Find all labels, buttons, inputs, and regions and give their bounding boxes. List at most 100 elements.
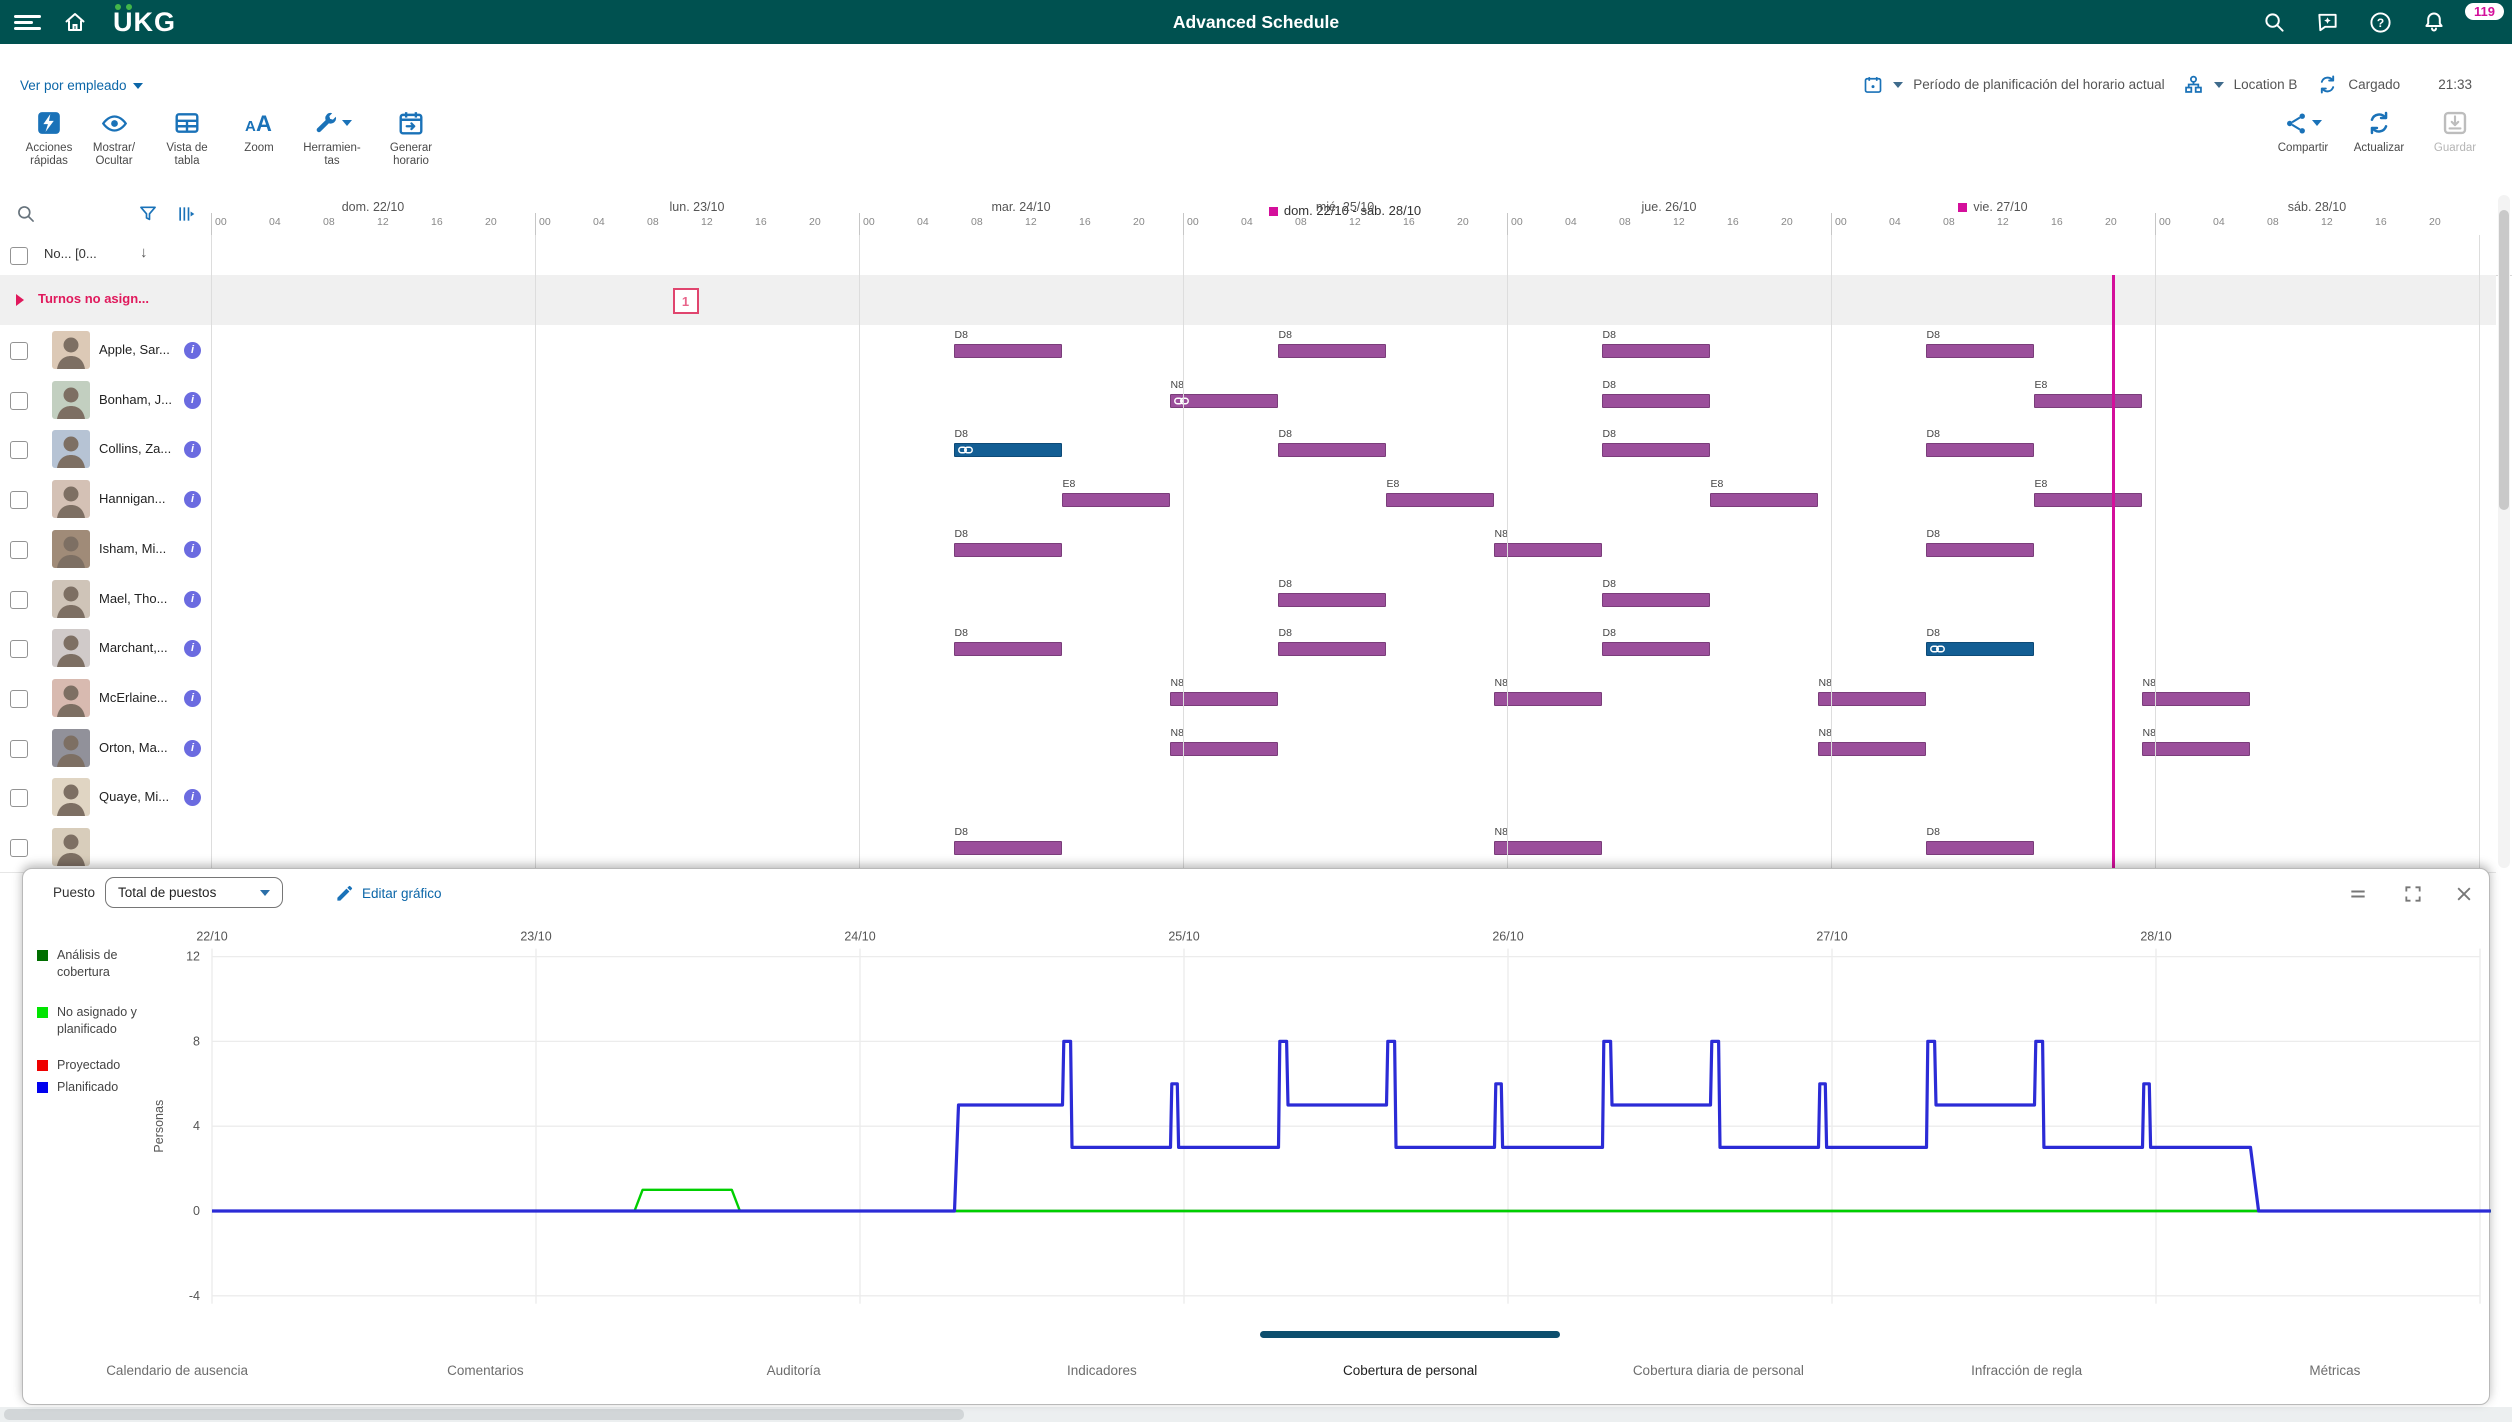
row-checkbox[interactable]	[10, 640, 28, 659]
tab-comentarios[interactable]: Comentarios	[331, 1331, 639, 1405]
filter-icon[interactable]	[138, 204, 158, 224]
shift-bar[interactable]	[1925, 344, 2034, 358]
employee-info-icon[interactable]: i	[184, 640, 201, 658]
shift-bar[interactable]	[1169, 393, 1278, 408]
tab-indicadores[interactable]: Indicadores	[948, 1331, 1256, 1405]
feedback-chat-icon[interactable]	[2316, 11, 2339, 34]
view-by-employee-dropdown[interactable]: Ver por empleado	[20, 78, 143, 93]
employee-info-icon[interactable]: i	[184, 590, 201, 608]
tab-cobertura-diaria-de-personal[interactable]: Cobertura diaria de personal	[1564, 1331, 1872, 1405]
scrollbar-thumb[interactable]	[2499, 210, 2509, 510]
shift-bar[interactable]	[1817, 741, 1926, 756]
shift-bar[interactable]	[1169, 741, 1278, 756]
shift-bar[interactable]	[1817, 691, 1926, 706]
row-checkbox[interactable]	[10, 839, 28, 857]
notifications-bell-icon[interactable]	[2422, 10, 2446, 34]
shift-bar[interactable]	[1277, 344, 1386, 358]
tab-métricas[interactable]: Métricas	[2181, 1331, 2489, 1405]
shift-bar[interactable]	[953, 841, 1062, 855]
unassigned-shifts-row[interactable]: Turnos no asign... 1	[0, 275, 2496, 326]
org-structure-icon[interactable]	[2183, 74, 2204, 95]
row-checkbox[interactable]	[10, 689, 28, 708]
shift-bar[interactable]	[1925, 841, 2034, 855]
shift-bar[interactable]	[1169, 691, 1278, 706]
select-all-checkbox[interactable]	[10, 247, 28, 265]
row-checkbox[interactable]	[10, 342, 28, 360]
refresh-status-icon[interactable]	[2317, 74, 2338, 95]
shift-bar[interactable]	[1925, 542, 2034, 557]
employee-search-icon[interactable]	[16, 204, 36, 224]
shift-bar[interactable]	[1277, 592, 1386, 607]
row-checkbox[interactable]	[10, 739, 28, 758]
toolbar-zoom-button[interactable]: A A Zoom	[218, 108, 300, 155]
expand-columns-icon[interactable]	[176, 204, 196, 224]
shift-bar[interactable]	[1601, 344, 1710, 358]
shift-bar[interactable]	[1601, 592, 1710, 607]
fullscreen-icon[interactable]	[2400, 881, 2426, 907]
shift-bar[interactable]	[1601, 642, 1710, 657]
shift-bar[interactable]	[953, 542, 1062, 557]
row-checkbox[interactable]	[10, 789, 28, 808]
shift-bar[interactable]	[1925, 642, 2034, 657]
employee-info-icon[interactable]: i	[184, 441, 201, 459]
employee-info-icon[interactable]: i	[184, 689, 201, 707]
search-icon[interactable]	[2263, 11, 2286, 34]
calendar-icon[interactable]	[1863, 75, 1883, 95]
shift-bar[interactable]	[953, 344, 1062, 358]
employee-info-icon[interactable]: i	[184, 540, 201, 558]
unassigned-count-badge[interactable]: 1	[672, 288, 699, 314]
edit-chart-button[interactable]: Editar gráfico	[335, 884, 442, 903]
shift-bar[interactable]	[2141, 691, 2250, 706]
shift-bar[interactable]	[953, 443, 1062, 458]
row-checkbox[interactable]	[10, 391, 28, 410]
shift-bar[interactable]	[1709, 493, 1818, 508]
tab-auditoría[interactable]: Auditoría	[640, 1331, 948, 1405]
horizontal-scrollbar[interactable]	[0, 1407, 2512, 1422]
home-icon[interactable]	[63, 10, 87, 34]
tab-cobertura-de-personal[interactable]: Cobertura de personal	[1256, 1331, 1564, 1405]
toolbar-quick-actions-button[interactable]: Acciones rápidas	[8, 108, 90, 168]
toolbar-tools-button[interactable]: Herramien- tas	[291, 108, 373, 168]
shift-bar[interactable]	[2033, 393, 2142, 408]
employee-info-icon[interactable]: i	[184, 391, 201, 409]
toolbar-eye-button[interactable]: Mostrar/ Ocultar	[73, 108, 155, 168]
hamburger-menu-icon[interactable]	[14, 12, 41, 33]
shift-bar[interactable]	[1925, 443, 2034, 458]
employee-info-icon[interactable]: i	[184, 491, 201, 509]
shift-bar[interactable]	[1601, 443, 1710, 458]
gantt-vertical-scrollbar[interactable]	[2498, 195, 2510, 868]
shift-bar[interactable]	[1277, 642, 1386, 657]
period-caret-icon[interactable]	[1893, 81, 1904, 88]
row-checkbox[interactable]	[10, 441, 28, 460]
notification-count-badge[interactable]: 119	[2465, 3, 2504, 20]
row-checkbox[interactable]	[10, 540, 28, 559]
shift-bar[interactable]	[2141, 741, 2250, 756]
shift-bar[interactable]	[953, 642, 1062, 657]
shift-bar[interactable]	[1061, 493, 1170, 508]
employee-info-icon[interactable]: i	[184, 342, 201, 359]
toolbar-share-button[interactable]: Compartir	[2262, 108, 2344, 155]
shift-bar[interactable]	[1493, 542, 1602, 557]
location-caret-icon[interactable]	[2213, 81, 2224, 88]
employee-info-icon[interactable]: i	[184, 789, 201, 807]
position-select[interactable]: Total de puestos	[105, 877, 283, 908]
toolbar-refresh-button[interactable]: Actualizar	[2338, 108, 2420, 155]
row-checkbox[interactable]	[10, 491, 28, 510]
tab-calendario-de-ausencia[interactable]: Calendario de ausencia	[23, 1331, 331, 1405]
shift-bar[interactable]	[2033, 493, 2142, 508]
help-icon[interactable]: ?	[2369, 11, 2392, 34]
tab-infracción-de-regla[interactable]: Infracción de regla	[1873, 1331, 2181, 1405]
row-checkbox[interactable]	[10, 590, 28, 609]
collapse-panel-icon[interactable]	[2345, 881, 2371, 907]
shift-bar[interactable]	[1277, 443, 1386, 458]
close-panel-icon[interactable]	[2451, 881, 2477, 907]
sort-descending-icon[interactable]: ↓	[140, 244, 148, 261]
shift-bar[interactable]	[1493, 841, 1602, 855]
horizontal-scrollbar-thumb[interactable]	[4, 1409, 964, 1420]
shift-bar[interactable]	[1493, 691, 1602, 706]
expand-row-icon[interactable]	[16, 294, 24, 306]
toolbar-calendar-generate-button[interactable]: Generar horario	[370, 108, 452, 168]
shift-bar[interactable]	[1385, 493, 1494, 508]
toolbar-table-button[interactable]: Vista de tabla	[146, 108, 228, 168]
employee-info-icon[interactable]: i	[184, 739, 201, 757]
